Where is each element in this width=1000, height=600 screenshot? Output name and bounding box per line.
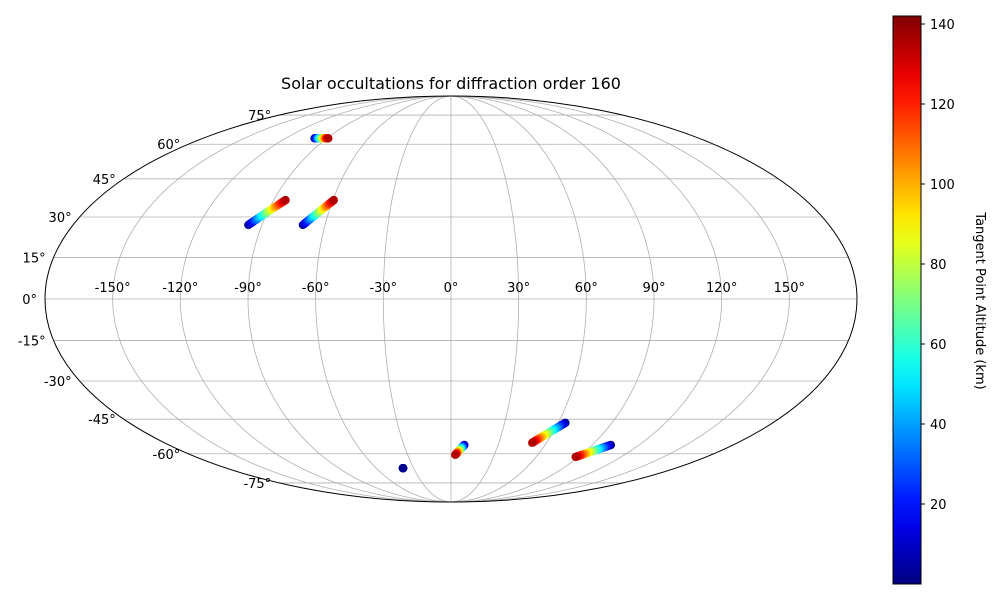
latitude-tick-label: 15°: [23, 251, 46, 266]
occultation-points: [244, 134, 616, 473]
latitude-tick-label: -30°: [44, 375, 72, 390]
data-point: [571, 452, 580, 462]
latitude-tick-label: 30°: [49, 211, 72, 226]
occultation-track: [244, 195, 290, 230]
latitude-tick-label: -45°: [88, 413, 116, 428]
longitude-tick-label: 150°: [774, 281, 805, 296]
latitude-tick-label: -75°: [243, 477, 271, 492]
data-point: [528, 438, 537, 447]
colorbar-tick-label: 80: [930, 258, 947, 273]
colorbar-gradient: [892, 15, 922, 585]
longitude-tick-label: 120°: [706, 281, 737, 296]
longitude-tick-label: 0°: [444, 281, 459, 296]
data-point: [329, 195, 338, 205]
longitude-tick-label: -120°: [162, 281, 198, 296]
latitude-tick-label: -15°: [18, 335, 46, 350]
colorbar-tick-label: 140: [930, 18, 955, 33]
gridlines: [45, 95, 857, 503]
data-point: [398, 464, 408, 473]
colorbar: 20 40 60 80 100 120 140 Tangent Point Altitude…: [892, 15, 987, 585]
occultation-track: [528, 418, 570, 447]
longitude-tick-label: -150°: [95, 281, 131, 296]
occultation-track: [451, 440, 469, 460]
colorbar-tick-label: 100: [930, 178, 955, 193]
colorbar-label: Tangent Point Altitude (km): [972, 211, 987, 389]
occultation-track: [398, 464, 408, 473]
map-boundary: [44, 95, 858, 503]
latitude-tick-label: 0°: [22, 293, 37, 308]
mollweide-map: -150° -120° -90° -60° -30° 0° 30° 60° 90° 120° 150…: [18, 95, 858, 503]
latitude-tick-labels: -75° -60° -45° -30° -15° 0° 15° 30° 45° 60° 75°: [18, 109, 271, 492]
latitude-tick-label: 60°: [157, 138, 180, 153]
chart-title: Solar occultations for diffraction order…: [281, 74, 621, 93]
occultation-track: [310, 134, 333, 143]
longitude-tick-label: 30°: [507, 281, 530, 296]
colorbar-tick-label: 20: [930, 498, 947, 513]
longitude-tick-label: 90°: [642, 281, 665, 296]
data-point: [281, 195, 290, 205]
longitude-tick-label: -60°: [302, 281, 330, 296]
data-point: [451, 450, 460, 460]
latitude-tick-label: -60°: [153, 448, 181, 463]
longitude-tick-label: -30°: [369, 281, 397, 296]
longitude-tick-label: 60°: [575, 281, 598, 296]
occultation-track: [298, 195, 338, 230]
longitude-tick-label: -90°: [234, 281, 262, 296]
colorbar-ticks: 20 40 60 80 100 120 140: [921, 18, 955, 513]
colorbar-tick-label: 120: [930, 98, 955, 113]
data-point: [324, 134, 333, 143]
occultation-track: [571, 440, 616, 462]
latitude-tick-label: 45°: [93, 173, 116, 188]
colorbar-tick-label: 60: [930, 338, 947, 353]
colorbar-tick-label: 40: [930, 418, 947, 433]
longitude-tick-labels: -150° -120° -90° -60° -30° 0° 30° 60° 90° 120° 150…: [95, 281, 805, 296]
latitude-tick-label: 75°: [248, 109, 271, 124]
